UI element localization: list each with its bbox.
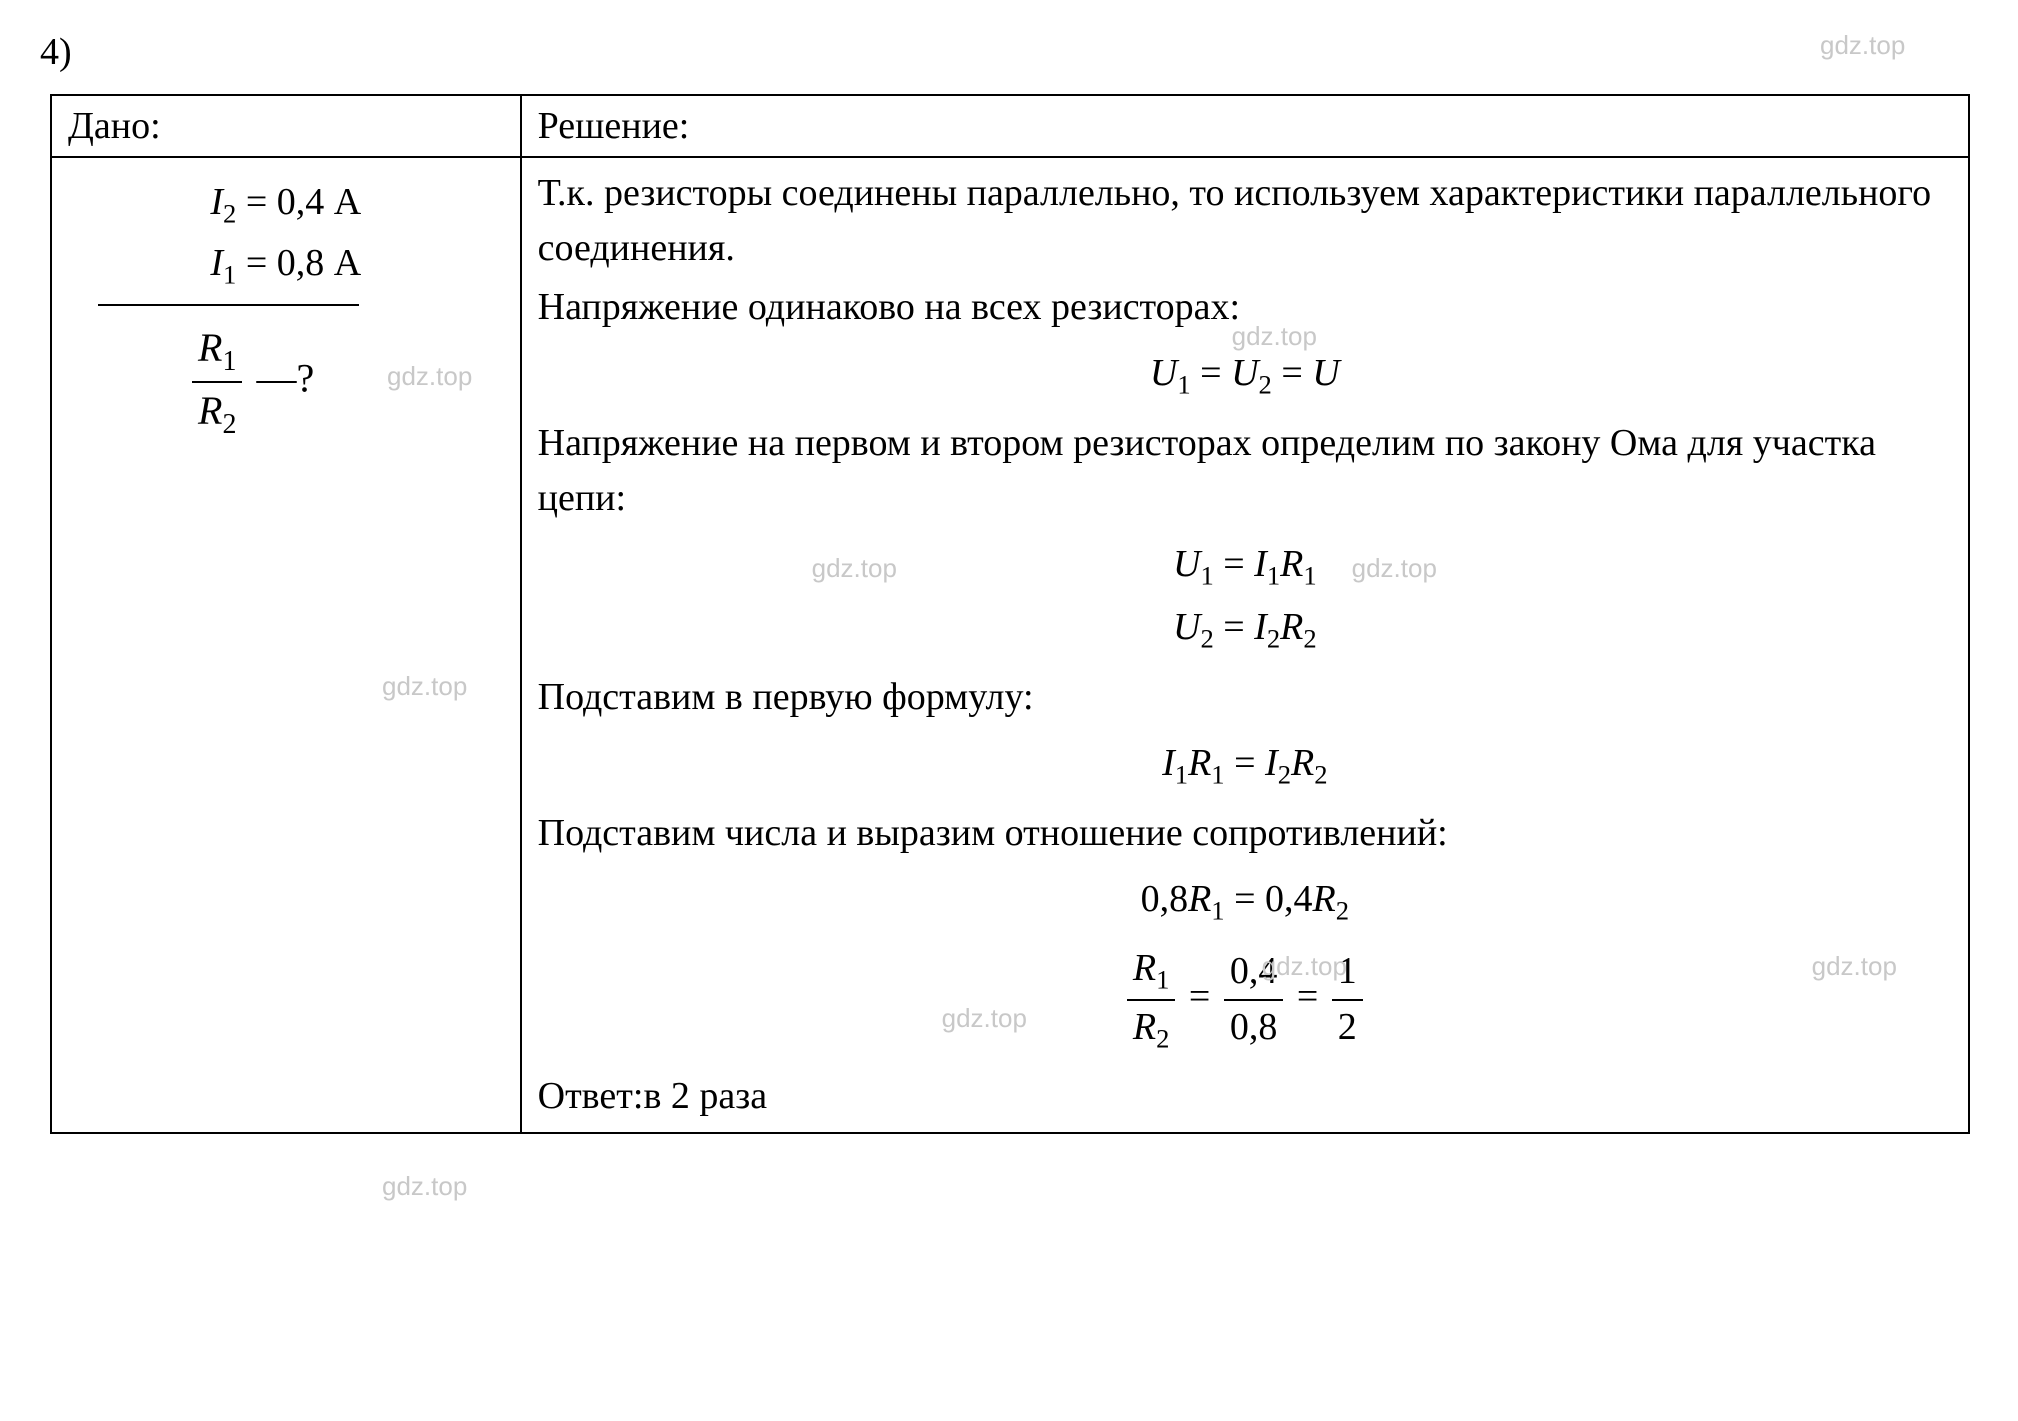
formula-1: U1 = U2 = U [538,347,1952,404]
solution-para-1: Т.к. резисторы соединены параллельно, то… [538,166,1952,276]
solution-header: Решение: [521,95,1969,157]
q-den-sub: 2 [222,409,236,440]
given-line-1: I2 = 0,4 А [68,176,504,233]
f3-rs: 2 [1303,624,1316,654]
given-line-2: I1 = 0,8 А [68,237,504,294]
f1-u2: U [1231,352,1258,394]
answer-line: Ответ:в 2 раза [538,1069,1952,1124]
given-sub-2: 1 [223,259,236,289]
formula-3: U2 = I2R2 [538,601,1952,658]
given-var-1: I [210,181,223,223]
f2-r: R [1280,543,1303,585]
f2-s1: 1 [1200,561,1213,591]
f6-d1v: R [1133,1006,1156,1048]
f1-u3: U [1312,352,1339,394]
solution-para-4: Подставим в первую формулу: [538,670,1952,725]
watermark: gdz.top [382,668,467,704]
f6-eq2: = [1287,975,1327,1017]
solution-para-3: Напряжение на первом и втором резисторах… [538,416,1952,526]
f3-s1: 2 [1200,624,1213,654]
f6-n1s: 1 [1156,964,1169,994]
f1-eq2: = [1272,352,1312,394]
answer-label: Ответ: [538,1075,644,1117]
f3-is: 2 [1267,624,1280,654]
f5-right: 0,4 [1265,878,1313,920]
f4-r2s: 2 [1314,760,1327,790]
f6-d3: 2 [1332,1001,1363,1054]
f6-n3: 1 [1332,945,1363,1000]
q-den-var: R [198,388,222,433]
f1-s1: 1 [1177,370,1190,400]
f5-r1s: 1 [1211,896,1224,926]
f4-r2: R [1291,742,1314,784]
f6-d2: 0,8 [1224,1001,1284,1054]
f3-u: U [1173,606,1200,648]
f4-i2s: 2 [1278,760,1291,790]
q-suffix: —? [246,355,314,400]
given-eq-2: = 0,8 А [236,242,361,284]
question-line: R1 R2 —? [68,320,504,444]
f4-r1: R [1188,742,1211,784]
formula-4: I1R1 = I2R2 [538,737,1952,794]
f5-eq: = [1225,878,1265,920]
answer-value: в 2 раза [643,1075,767,1117]
problem-number: 4) [40,30,1988,74]
f5-r1: R [1188,878,1211,920]
solution-cell: Т.к. резисторы соединены параллельно, то… [521,157,1969,1133]
f5-r2s: 2 [1336,896,1349,926]
solution-table: Дано: Решение: I2 = 0,4 А I1 = 0,8 А R1 … [50,94,1970,1134]
f2-is: 1 [1267,561,1280,591]
f4-i1: I [1162,742,1175,784]
f2-eq: = [1214,543,1254,585]
given-var-2: I [210,242,223,284]
given-sub-1: 2 [223,199,236,229]
f6-n2: 0,4 [1224,945,1284,1000]
f1-u1: U [1150,352,1177,394]
solution-para-2: Напряжение одинаково на всех резисторах: [538,280,1952,335]
f6-n1v: R [1133,947,1156,989]
f4-i2: I [1265,742,1278,784]
formula-5: 0,8R1 = 0,4R2 [538,873,1952,930]
f4-eq: = [1225,742,1265,784]
f2-u: U [1173,543,1200,585]
f2-rs: 1 [1303,561,1316,591]
f6-d1s: 2 [1156,1023,1169,1053]
f4-r1s: 1 [1211,760,1224,790]
given-divider [98,304,359,306]
f2-i: I [1254,543,1267,585]
given-eq-1: = 0,4 А [236,181,361,223]
f5-r2: R [1313,878,1336,920]
solution-para-5: Подставим числа и выразим отношение сопр… [538,806,1952,861]
f5-left: 0,8 [1141,878,1189,920]
f6-eq1: = [1179,975,1219,1017]
formula-2: U1 = I1R1 [538,538,1952,595]
f1-s2: 2 [1259,370,1272,400]
given-header: Дано: [51,95,521,157]
q-num-sub: 1 [222,346,236,377]
formula-6: R1 R2 = 0,4 0,8 = 1 2 [538,942,1952,1058]
q-num-var: R [198,325,222,370]
f3-r: R [1280,606,1303,648]
watermark: gdz.top [382,1168,467,1204]
f3-i: I [1254,606,1267,648]
f1-eq1: = [1191,352,1231,394]
given-cell: I2 = 0,4 А I1 = 0,8 А R1 R2 —? gdz.top g… [51,157,521,1133]
f3-eq: = [1214,606,1254,648]
f4-i1s: 1 [1175,760,1188,790]
